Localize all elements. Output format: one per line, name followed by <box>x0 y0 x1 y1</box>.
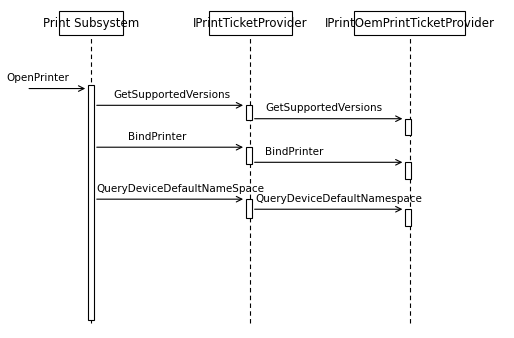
Text: IPrintTicketProvider: IPrintTicketProvider <box>193 17 308 30</box>
Bar <box>405 119 411 136</box>
Text: QueryDeviceDefaultNamespace: QueryDeviceDefaultNamespace <box>255 194 422 204</box>
Bar <box>209 11 291 35</box>
Text: OpenPrinter: OpenPrinter <box>6 73 69 83</box>
Text: GetSupportedVersions: GetSupportedVersions <box>114 90 231 100</box>
Bar <box>246 147 252 164</box>
Text: BindPrinter: BindPrinter <box>265 147 324 157</box>
Bar <box>88 85 94 320</box>
Bar <box>354 11 465 35</box>
Bar <box>405 209 411 226</box>
Bar <box>246 105 252 120</box>
Text: IPrintOemPrintTicketProvider: IPrintOemPrintTicketProvider <box>325 17 494 30</box>
Bar <box>405 162 411 179</box>
Text: Print Subsystem: Print Subsystem <box>43 17 139 30</box>
Bar <box>246 199 252 218</box>
Text: GetSupportedVersions: GetSupportedVersions <box>265 103 382 113</box>
Bar <box>59 11 123 35</box>
Text: QueryDeviceDefaultNameSpace: QueryDeviceDefaultNameSpace <box>96 184 264 194</box>
Text: BindPrinter: BindPrinter <box>128 132 187 142</box>
